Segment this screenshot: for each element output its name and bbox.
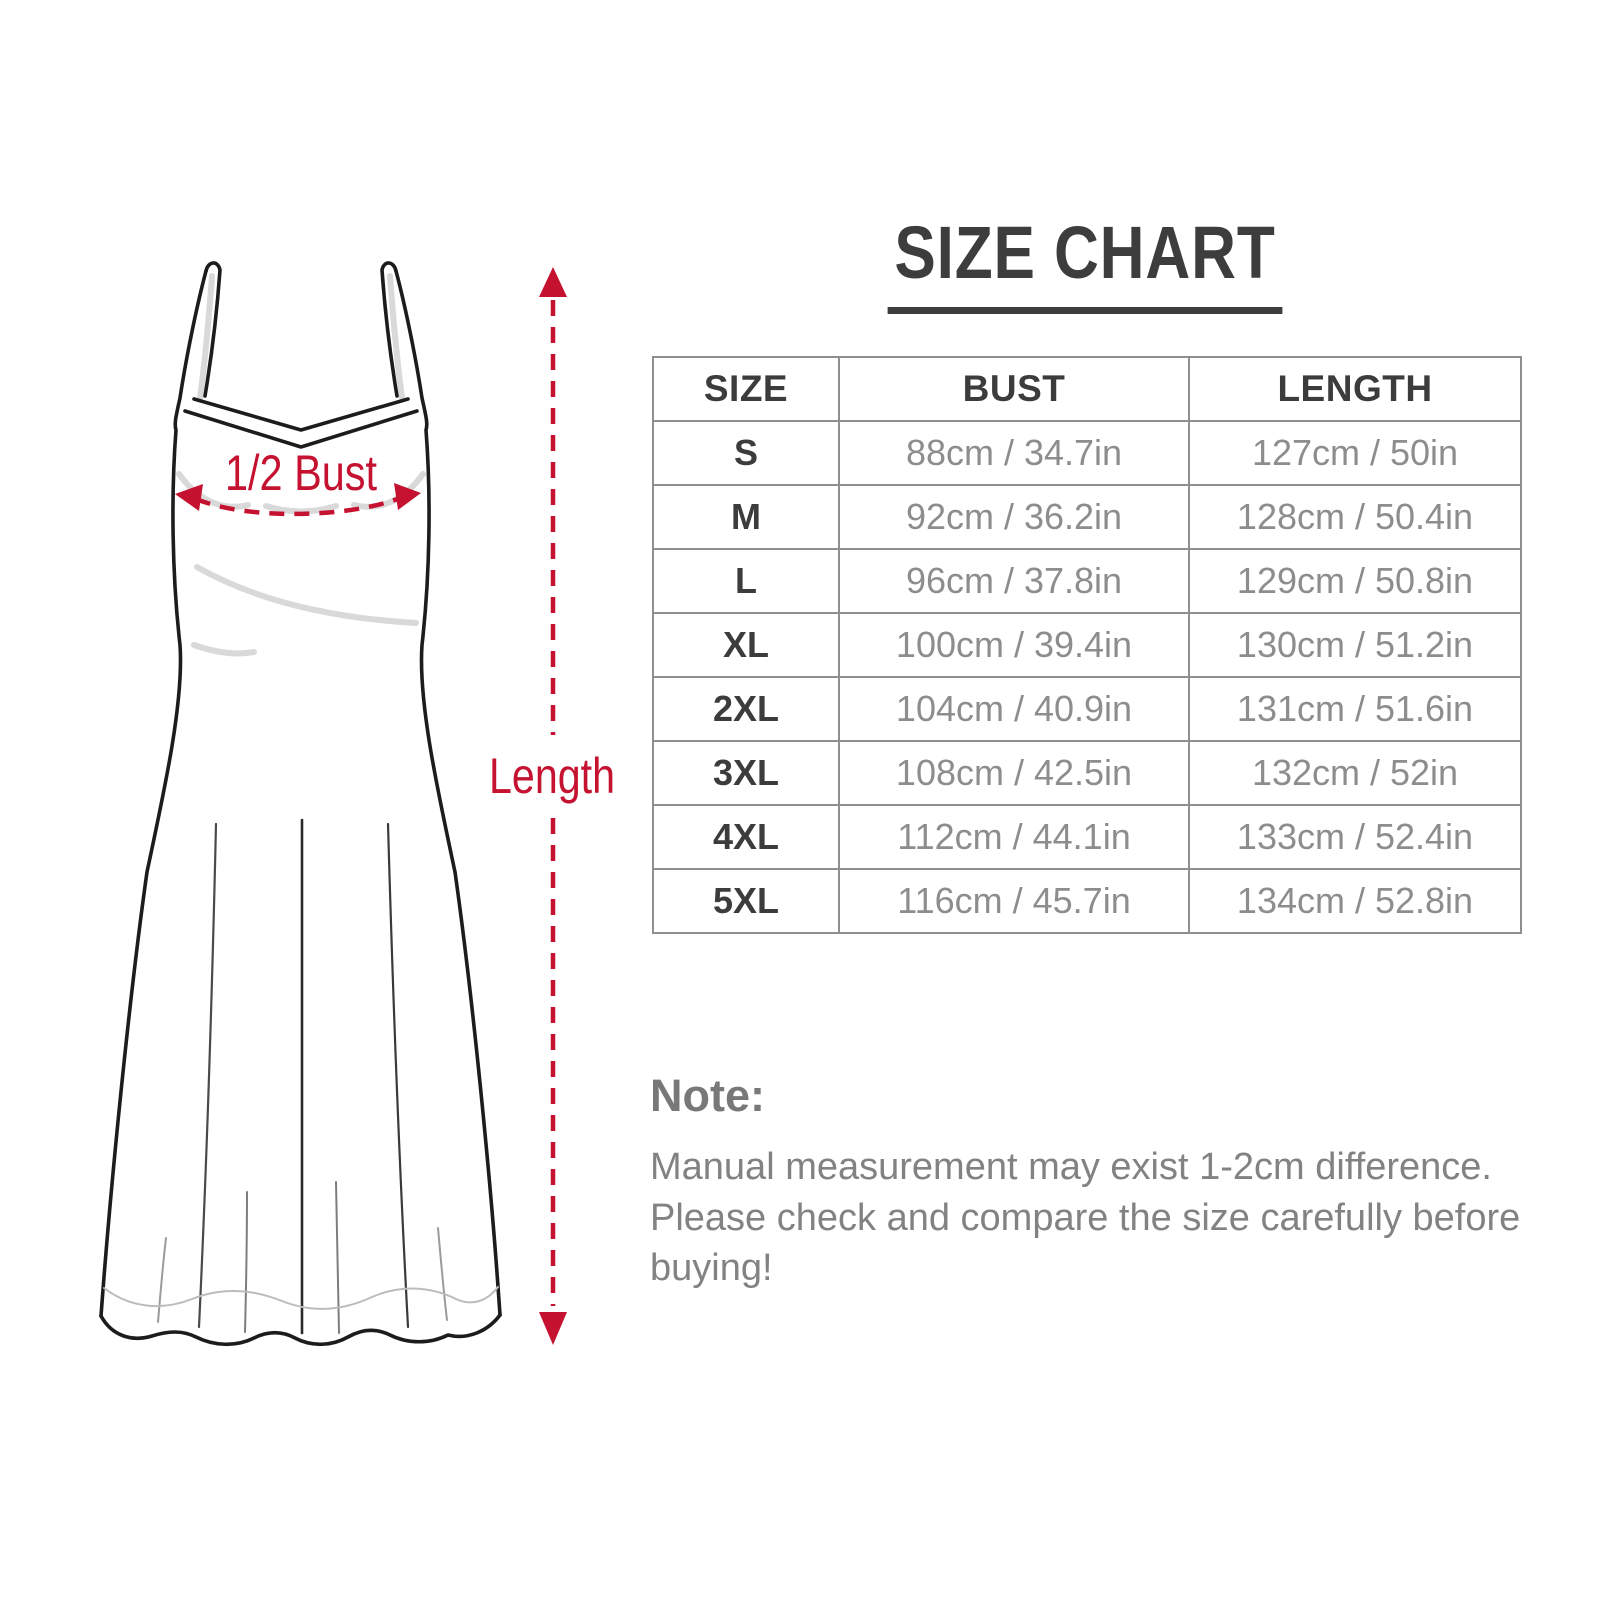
dress-outline <box>99 261 502 1347</box>
cell-size: XL <box>652 612 840 678</box>
shading-bust-right <box>351 471 426 510</box>
col-header-bust: BUST <box>838 356 1190 422</box>
inner-hem-line <box>103 1286 499 1310</box>
note-section: Note: Manual measurement may exist 1-2cm… <box>650 1070 1570 1294</box>
cell-bust: 104cm / 40.9in <box>838 676 1190 742</box>
cell-length: 132cm / 52in <box>1188 740 1522 806</box>
cell-size: S <box>652 420 840 486</box>
title-area: SIZE CHART <box>648 210 1522 314</box>
page-title: SIZE CHART <box>887 210 1283 314</box>
fold-left <box>197 822 218 1329</box>
table-row: XL 100cm / 39.4in 130cm / 51.2in <box>652 612 1522 678</box>
bust-arrowhead-right <box>394 483 421 510</box>
cell-length: 129cm / 50.8in <box>1188 548 1522 614</box>
cell-bust: 88cm / 34.7in <box>838 420 1190 486</box>
col-header-size: SIZE <box>652 356 840 422</box>
cell-bust: 108cm / 42.5in <box>838 740 1190 806</box>
dress-right-side <box>394 269 502 1317</box>
measurement-annotations: 1/2 Bust Length <box>175 267 615 1345</box>
fold-hem-3 <box>335 1181 340 1334</box>
shading-wrinkle-2 <box>191 642 257 657</box>
bust-arrowhead-left <box>175 484 203 511</box>
table-row: M 92cm / 36.2in 128cm / 50.4in <box>652 484 1522 550</box>
col-header-length: LENGTH <box>1188 356 1522 422</box>
cell-size: 3XL <box>652 740 840 806</box>
bust-arrow-line <box>195 495 401 517</box>
shading-wrinkle-1 <box>194 564 419 626</box>
cell-length: 130cm / 51.2in <box>1188 612 1522 678</box>
cell-size: 5XL <box>652 868 840 934</box>
dress-left-side <box>99 269 208 1318</box>
cell-bust: 92cm / 36.2in <box>838 484 1190 550</box>
cell-size: 2XL <box>652 676 840 742</box>
cell-size: 4XL <box>652 804 840 870</box>
fold-right <box>386 822 410 1329</box>
strap-right <box>380 261 399 398</box>
cell-length: 128cm / 50.4in <box>1188 484 1522 550</box>
cell-length: 133cm / 52.4in <box>1188 804 1522 870</box>
cell-size: M <box>652 484 840 550</box>
fold-hem-2 <box>244 1191 248 1333</box>
fold-hem-4 <box>437 1227 448 1321</box>
cell-length: 127cm / 50in <box>1188 420 1522 486</box>
table-row: S 88cm / 34.7in 127cm / 50in <box>652 420 1522 486</box>
shading-bust-center <box>263 503 339 515</box>
length-arrowhead-top <box>539 267 567 297</box>
cell-length: 131cm / 51.6in <box>1188 676 1522 742</box>
neckline-top-edge <box>192 397 410 432</box>
cell-bust: 96cm / 37.8in <box>838 548 1190 614</box>
dress-hem <box>99 1313 502 1347</box>
table-row: 4XL 112cm / 44.1in 133cm / 52.4in <box>652 804 1522 870</box>
table-row: L 96cm / 37.8in 129cm / 50.8in <box>652 548 1522 614</box>
table-row: 2XL 104cm / 40.9in 131cm / 51.6in <box>652 676 1522 742</box>
cell-bust: 100cm / 39.4in <box>838 612 1190 678</box>
length-arrowhead-bottom <box>539 1312 567 1345</box>
table-row: 5XL 116cm / 45.7in 134cm / 52.8in <box>652 868 1522 934</box>
half-bust-label: 1/2 Bust <box>225 445 377 501</box>
shading-strap-right <box>387 273 405 401</box>
cell-length: 134cm / 52.8in <box>1188 868 1522 934</box>
fold-hem-1 <box>157 1237 167 1323</box>
shading-bust-left <box>176 471 251 510</box>
size-table: SIZE BUST LENGTH S 88cm / 34.7in 127cm /… <box>652 356 1522 934</box>
table-header-row: SIZE BUST LENGTH <box>652 356 1522 422</box>
neckline-bottom-edge <box>183 409 419 449</box>
cell-size: L <box>652 548 840 614</box>
strap-left <box>203 261 222 398</box>
length-label: Length <box>489 748 615 804</box>
dress-shading <box>176 273 426 657</box>
table-row: 3XL 108cm / 42.5in 132cm / 52in <box>652 740 1522 806</box>
cell-bust: 112cm / 44.1in <box>838 804 1190 870</box>
cell-bust: 116cm / 45.7in <box>838 868 1190 934</box>
shading-strap-left <box>197 273 215 401</box>
note-line: Please check and compare the size carefu… <box>650 1196 1521 1290</box>
note-line: Manual measurement may exist 1-2cm diffe… <box>650 1146 1492 1188</box>
skirt-folds <box>103 818 499 1335</box>
note-heading: Note: <box>650 1070 765 1121</box>
